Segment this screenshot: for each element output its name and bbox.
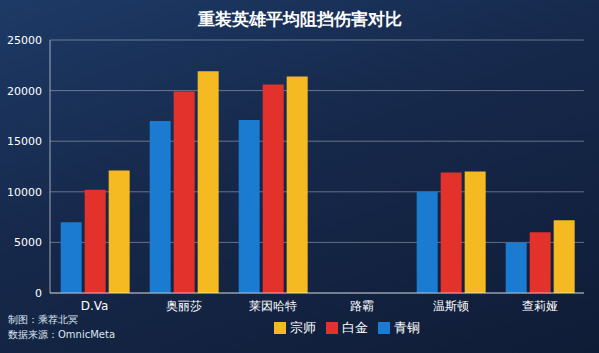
- svg-text:25000: 25000: [7, 34, 42, 47]
- svg-text:0: 0: [35, 287, 42, 300]
- html-text:数据来源：OmnicMeta: 数据来源：OmnicMeta: [8, 329, 116, 340]
- svg-text:15000: 15000: [7, 135, 42, 148]
- svg-text:查莉娅: 查莉娅: [522, 299, 558, 313]
- svg-text:莱因哈特: 莱因哈特: [249, 299, 297, 313]
- html-text:重装英雄平均阻挡伤害对比: 重装英雄平均阻挡伤害对比: [197, 9, 402, 29]
- svg-text:路霸: 路霸: [350, 299, 374, 313]
- svg-text:奥丽莎: 奥丽莎: [166, 299, 202, 313]
- html-text:制图：乘荐北冥: 制图：乘荐北冥: [8, 314, 78, 325]
- html-text:宗师: 宗师: [290, 320, 316, 335]
- svg-text:10000: 10000: [7, 186, 42, 199]
- svg-text:温斯顿: 温斯顿: [433, 299, 469, 313]
- svg-text:20000: 20000: [7, 85, 42, 98]
- svg-text:5000: 5000: [14, 236, 42, 249]
- svg-text:D.Va: D.Va: [81, 299, 109, 313]
- html-text:白金: 白金: [342, 320, 368, 335]
- html-text:青铜: 青铜: [394, 320, 420, 335]
